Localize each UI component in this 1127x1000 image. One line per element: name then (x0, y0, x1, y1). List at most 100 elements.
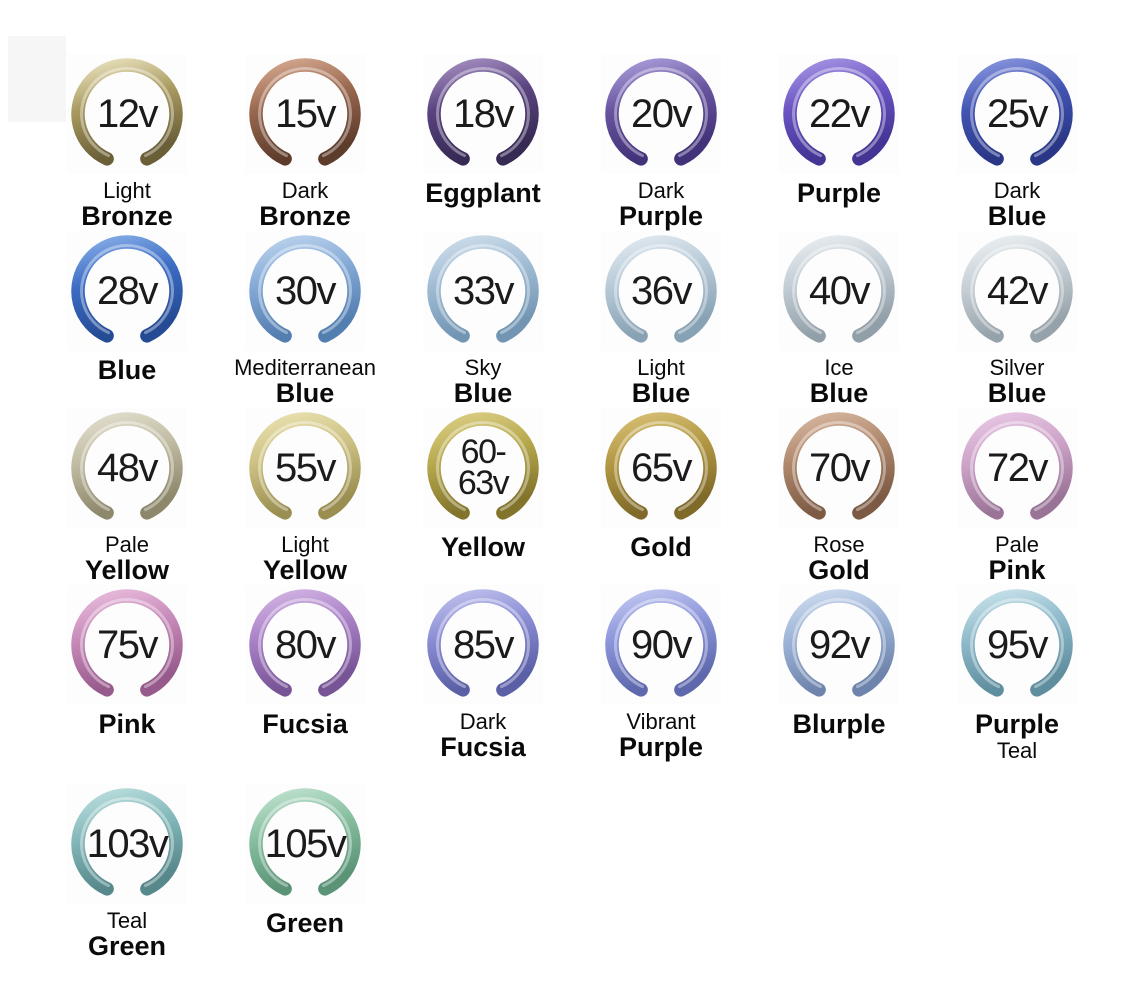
voltage-label: 20v (601, 54, 721, 174)
ring-item-75v: 75v Pink (38, 585, 216, 762)
color-name-line: Sky (464, 355, 502, 380)
voltage-label: 22v (779, 54, 899, 174)
ring-item-33v: 33v Sky Blue (394, 231, 572, 408)
photo-crop-artifact (8, 36, 66, 122)
voltage-label: 42v (957, 231, 1077, 351)
ring-photo: 85v (423, 585, 543, 705)
color-name-label: Light Bronze (81, 179, 173, 231)
voltage-text: 105v (264, 821, 347, 866)
color-name-line: Silver (989, 355, 1045, 380)
color-name-line: Light (637, 355, 685, 380)
color-name-line: Light (281, 532, 329, 557)
voltage-label: 30v (245, 231, 365, 351)
ring-item-40v: 40v Ice Blue (750, 231, 928, 408)
color-name-line: Fucsia (262, 709, 348, 739)
voltage-text: 70v (809, 445, 871, 490)
voltage-text: 48v (97, 445, 159, 490)
ring-photo: 105v (245, 784, 365, 904)
color-name-line: Ice (824, 355, 854, 380)
voltage-label: 18v (423, 54, 543, 174)
voltage-label: 95v (957, 585, 1077, 705)
ring-item-55v: 55v Light Yellow (216, 408, 394, 585)
voltage-label: 105v (245, 784, 365, 904)
color-name-label: Vibrant Purple (619, 710, 703, 762)
ring-photo: 15v (245, 54, 365, 174)
color-name-line: Blue (987, 201, 1047, 231)
voltage-text: 20v (631, 91, 693, 136)
color-name-line: Blue (809, 378, 869, 408)
color-name-line: Blurple (792, 709, 886, 739)
ring-photo: 60- 63v (423, 408, 543, 528)
voltage-text: 36v (631, 268, 693, 313)
color-name-line: Purple (974, 709, 1060, 739)
voltage-label: 15v (245, 54, 365, 174)
voltage-label: 60- 63v (423, 408, 543, 528)
ring-photo: 40v (779, 231, 899, 351)
color-name-line: Mediterranean (234, 355, 376, 380)
ring-item-60-63v: 60- 63v Yellow (394, 408, 572, 585)
color-name-line: Vibrant (626, 709, 696, 734)
ring-item-80v: 80v Fucsia (216, 585, 394, 762)
ring-item-70v: 70v Rose Gold (750, 408, 928, 585)
color-name-label: Mediterranean Blue (234, 356, 376, 408)
color-name-line: Green (87, 931, 167, 961)
color-name-label: Light Yellow (263, 533, 347, 585)
voltage-text: 12v (97, 91, 159, 136)
captive-ring-icon (249, 412, 361, 520)
ring-item-25v: 25v Dark Blue (928, 54, 1106, 231)
color-name-line: Fucsia (440, 732, 526, 762)
voltage-text: 18v (453, 91, 515, 136)
ring-photo: 28v (67, 231, 187, 351)
color-name-line: Blue (97, 355, 157, 385)
ring-item-18v: 18v Eggplant (394, 54, 572, 231)
voltage-text: 63v (457, 464, 510, 502)
color-name-label: Ice Blue (810, 356, 869, 408)
ring-item-20v: 20v Dark Purple (572, 54, 750, 231)
ring-item-42v: 42v Silver Blue (928, 231, 1106, 408)
color-name-line: Pale (994, 532, 1040, 557)
ring-item-105v: 105v Green (216, 784, 394, 961)
color-name-line: Blue (987, 378, 1047, 408)
ring-photo: 70v (779, 408, 899, 528)
captive-ring-icon (427, 589, 539, 697)
color-name-line: Dark (281, 178, 329, 203)
voltage-text: 75v (97, 622, 159, 667)
color-name-line: Pink (988, 555, 1046, 585)
voltage-text: 22v (809, 91, 871, 136)
ring-item-12v: 12v Light Bronze (38, 54, 216, 231)
captive-ring-icon (961, 589, 1073, 697)
color-name-label: Dark Fucsia (440, 710, 526, 762)
ring-photo: 25v (957, 54, 1077, 174)
voltage-text: 72v (987, 445, 1049, 490)
color-name-line: Green (265, 908, 345, 938)
color-name-line: Light (103, 178, 151, 203)
captive-ring-icon (71, 589, 183, 697)
ring-item-92v: 92v Blurple (750, 585, 928, 762)
color-name-label: Fucsia (262, 710, 348, 739)
color-name-line: Purple (796, 178, 882, 208)
ring-photo: 95v (957, 585, 1077, 705)
captive-ring-icon (71, 58, 183, 166)
color-name-line: Rose (813, 532, 865, 557)
ring-photo: 75v (67, 585, 187, 705)
voltage-text: 80v (275, 622, 337, 667)
color-name-label: Light Blue (632, 356, 691, 408)
voltage-text: 60- (460, 432, 507, 471)
ring-item-28v: 28v Blue (38, 231, 216, 408)
color-name-line: Blue (631, 378, 691, 408)
voltage-text: 28v (97, 268, 159, 313)
voltage-label: 25v (957, 54, 1077, 174)
voltage-label: 33v (423, 231, 543, 351)
color-name-line: Dark (459, 709, 507, 734)
voltage-label: 72v (957, 408, 1077, 528)
captive-ring-icon (961, 412, 1073, 520)
color-name-line: Blue (275, 378, 335, 408)
color-name-line: Bronze (81, 201, 173, 231)
voltage-text: 92v (809, 622, 871, 667)
ring-photo: 55v (245, 408, 365, 528)
ring-photo: 48v (67, 408, 187, 528)
ring-photo: 80v (245, 585, 365, 705)
voltage-label: 48v (67, 408, 187, 528)
captive-ring-icon (249, 788, 361, 896)
captive-ring-icon (427, 412, 539, 520)
